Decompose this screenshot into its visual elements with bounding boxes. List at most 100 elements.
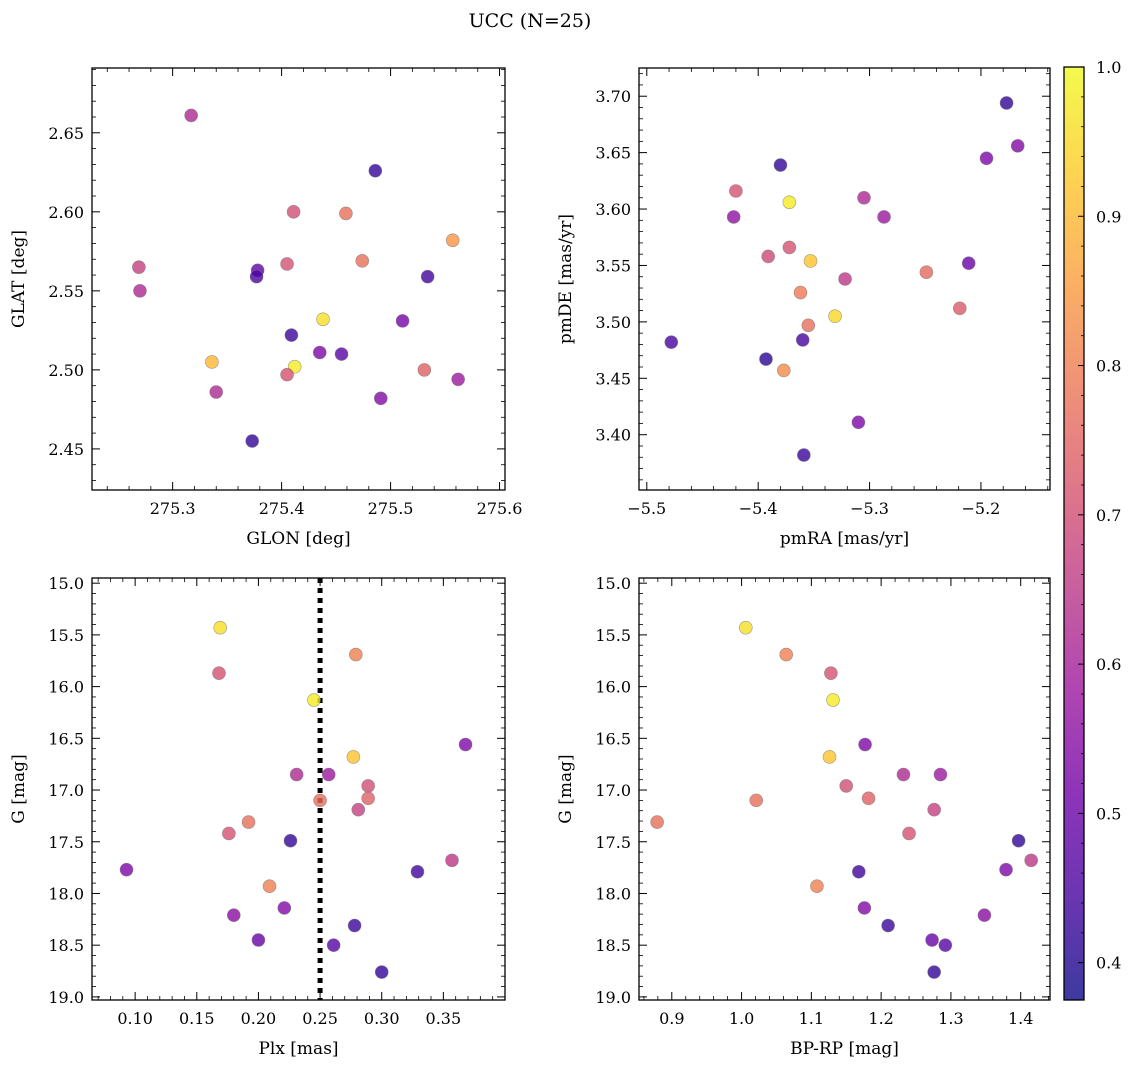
data-point: [280, 257, 294, 271]
y-tick-label: 17.0: [595, 781, 631, 800]
data-point: [797, 448, 811, 462]
x-tick-label: 1.0: [729, 1009, 754, 1028]
data-point: [782, 195, 797, 210]
data-point: [251, 933, 266, 947]
data-point: [395, 314, 410, 328]
data-point: [822, 750, 837, 764]
x-tick-label: −5.4: [739, 499, 778, 518]
data-point: [1011, 833, 1026, 848]
data-point: [776, 363, 791, 378]
y-tick-label: 17.5: [595, 833, 631, 852]
data-point: [1010, 139, 1025, 153]
y-tick-label: 16.0: [48, 678, 84, 697]
data-point: [803, 254, 818, 268]
data-point: [205, 355, 219, 369]
data-point: [1024, 853, 1038, 868]
colorbar-tick-label: 1.0: [1096, 58, 1121, 77]
data-point: [347, 918, 362, 933]
x-tick-label: 275.5: [368, 499, 414, 518]
axes-frame: [638, 577, 1051, 1001]
data-point: [933, 767, 948, 782]
data-point: [952, 301, 967, 316]
data-point: [759, 352, 773, 366]
x-tick-label: 275.3: [150, 499, 196, 518]
x-tick-label: 0.25: [302, 1009, 338, 1028]
data-point: [999, 96, 1014, 110]
data-point: [119, 862, 134, 877]
y-tick-label: 19.0: [595, 988, 631, 1007]
x-tick-label: 1.3: [938, 1009, 963, 1028]
data-point: [245, 434, 259, 448]
data-point: [417, 363, 432, 377]
data-point: [729, 184, 743, 198]
data-point: [896, 767, 911, 782]
x-axis-label: pmRA [mas/yr]: [780, 529, 909, 549]
points-plx-g: [119, 620, 473, 979]
panel-plx-g: 0.10 0.15 0.20 0.25 0.30 0.35 15.0 15.5 16.0 16.5…: [9, 574, 506, 1059]
x-tick-label: 275.6: [477, 499, 523, 518]
data-point: [184, 108, 198, 123]
data-point: [927, 965, 941, 979]
data-point: [858, 737, 872, 752]
y-tick-label: 19.0: [48, 988, 84, 1007]
data-point: [133, 284, 147, 298]
colorbar-tick-label: 0.8: [1096, 357, 1121, 376]
panel-pmra-pmde: −5.5 −5.4 −5.3 −5.2 3.40 3.45 3.50 3.55 3.60 3.65…: [556, 67, 1051, 549]
x-tick-label: 0.15: [179, 1009, 215, 1028]
data-point: [861, 791, 876, 806]
y-tick-label: 15.5: [48, 626, 84, 645]
data-point: [368, 163, 383, 178]
data-point: [857, 190, 871, 205]
data-point: [851, 415, 866, 430]
data-point: [881, 918, 895, 933]
panel-bprp-g: 0.9 1.0 1.1 1.2 1.3 1.4 15.0 15.5 16.0 16.5 17.0 17…: [556, 574, 1051, 1059]
data-point: [339, 206, 353, 221]
data-point: [132, 260, 146, 274]
colorbar-tick-label: 0.5: [1096, 804, 1121, 823]
y-axis-label: GLAT [deg]: [9, 230, 29, 328]
data-point: [226, 908, 241, 922]
data-point: [241, 815, 256, 829]
y-tick-label: 3.45: [595, 369, 631, 388]
data-point: [925, 933, 939, 947]
data-point: [346, 750, 361, 764]
y-axis-label: G [mag]: [9, 754, 29, 823]
data-point: [262, 879, 277, 894]
y-tick-label: 2.55: [48, 282, 84, 301]
y-tick-label: 18.5: [595, 936, 631, 955]
points-pmra-pmde: [664, 96, 1025, 462]
y-tick-label: 16.0: [595, 678, 631, 697]
data-point: [761, 249, 776, 264]
colorbar-tick-label: 0.4: [1096, 954, 1121, 973]
data-point: [351, 802, 366, 817]
y-tick-label: 3.40: [595, 426, 631, 445]
data-point: [313, 793, 327, 808]
data-point: [289, 767, 304, 782]
panel-glon-glat: 275.3 275.4 275.5 275.6 2.45 2.50 2.55 2.60 2.65…: [9, 67, 523, 549]
data-point: [749, 793, 764, 808]
y-tick-label: 16.5: [48, 729, 84, 748]
data-point: [451, 372, 465, 387]
x-tick-label: 0.30: [364, 1009, 400, 1028]
data-point: [782, 240, 797, 255]
data-point: [828, 309, 842, 324]
data-point: [222, 826, 236, 841]
data-point: [810, 879, 824, 894]
x-tick-label: 1.2: [868, 1009, 893, 1028]
data-point: [286, 205, 301, 219]
x-tick-label: −5.3: [850, 499, 889, 518]
data-point: [979, 151, 994, 166]
y-axis-label: pmDE [mas/yr]: [556, 214, 576, 344]
y-tick-label: 2.45: [48, 440, 84, 459]
y-tick-label: 2.50: [48, 361, 84, 380]
axes-frame: [91, 577, 506, 1001]
axes-frame: [91, 67, 506, 491]
data-point: [209, 385, 224, 399]
data-point: [726, 210, 741, 224]
y-tick-label: 17.5: [48, 833, 84, 852]
y-tick-label: 15.0: [595, 574, 631, 593]
data-point: [373, 391, 388, 406]
data-point: [277, 901, 292, 915]
x-axis-label: Plx [mas]: [258, 1039, 338, 1059]
y-tick-label: 16.5: [595, 729, 631, 748]
